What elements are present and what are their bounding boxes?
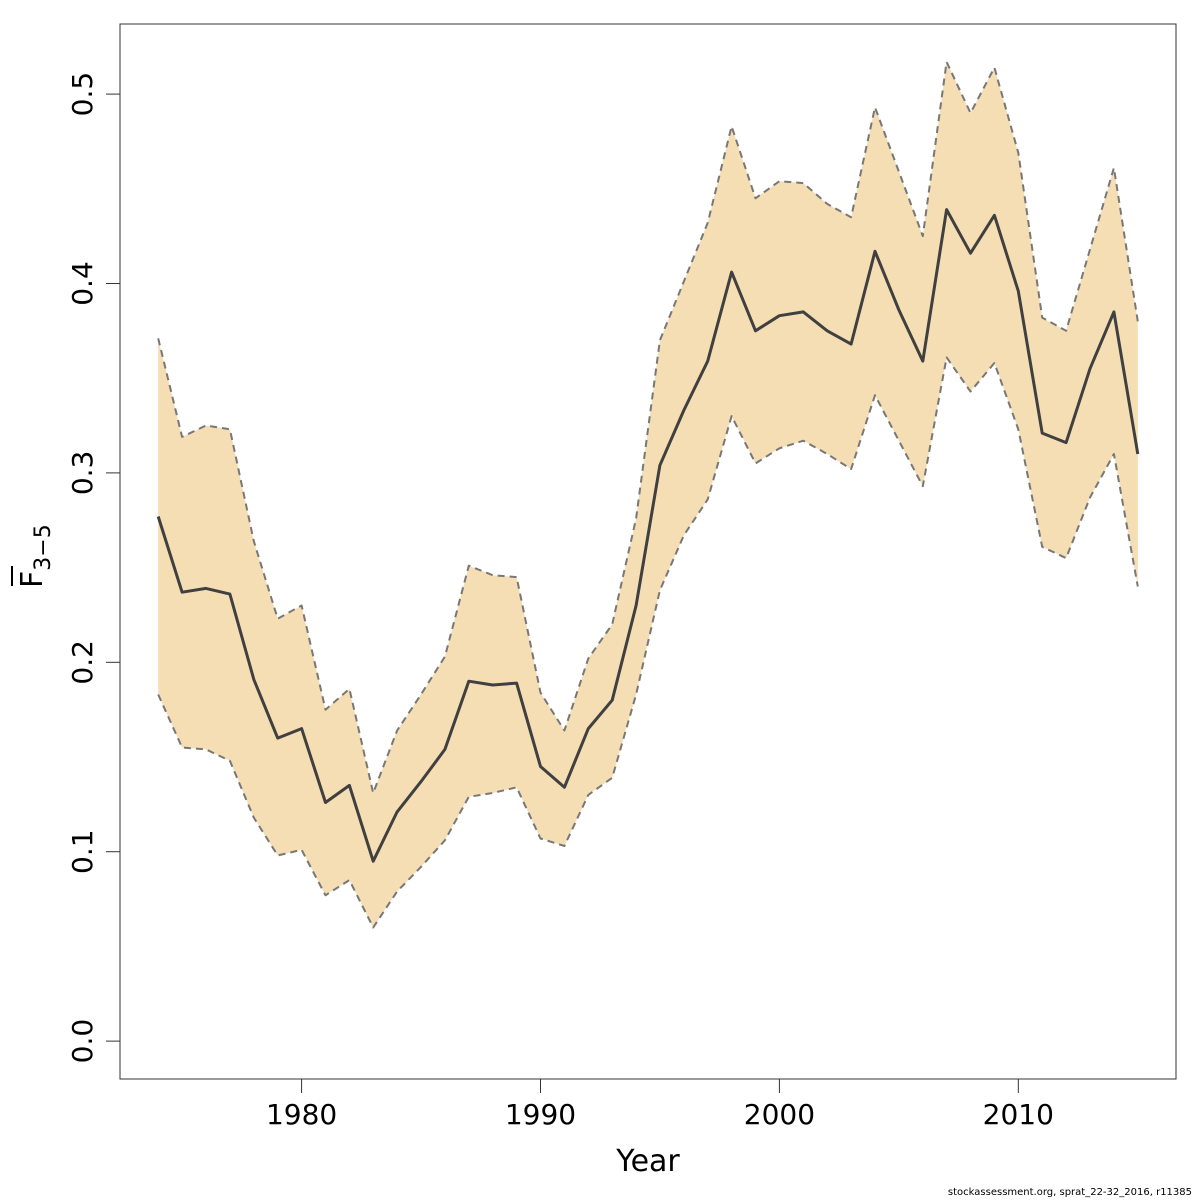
y-axis: 0.0 0.1 0.2 0.3 0.4 0.5 (66, 72, 120, 1064)
x-axis-title: Year (615, 1144, 680, 1179)
upper-bound-line (157, 60, 1139, 794)
y-tick-label-0.2: 0.2 (66, 640, 99, 685)
x-tick-label-1990: 1990 (505, 1098, 576, 1131)
lower-bound-line (157, 356, 1139, 929)
x-tick-label-2010: 2010 (983, 1098, 1054, 1131)
x-tick-label-2000: 2000 (744, 1098, 815, 1131)
y-axis-title-main: F (15, 571, 50, 588)
y-axis-title-sub: 3−5 (31, 524, 56, 570)
estimate-line (156, 208, 1140, 863)
y-tick-label-0.3: 0.3 (66, 451, 99, 496)
y-tick-label-0.0: 0.0 (66, 1019, 99, 1064)
y-axis-title: F3−5 (11, 524, 56, 588)
y-tick-label-0.4: 0.4 (66, 261, 99, 306)
y-tick-label-0.1: 0.1 (66, 829, 99, 874)
footer-credit: stockassessment.org, sprat_22-32_2016, r… (947, 1187, 1192, 1198)
x-tick-label-1980: 1980 (266, 1098, 337, 1131)
y-tick-label-0.5: 0.5 (66, 72, 99, 117)
plot-frame (119, 23, 1177, 1080)
x-axis: 1980 1990 2000 2010 (266, 1079, 1054, 1131)
confidence-band (158, 61, 1138, 928)
svg-text:F3−5: F3−5 (15, 524, 56, 588)
